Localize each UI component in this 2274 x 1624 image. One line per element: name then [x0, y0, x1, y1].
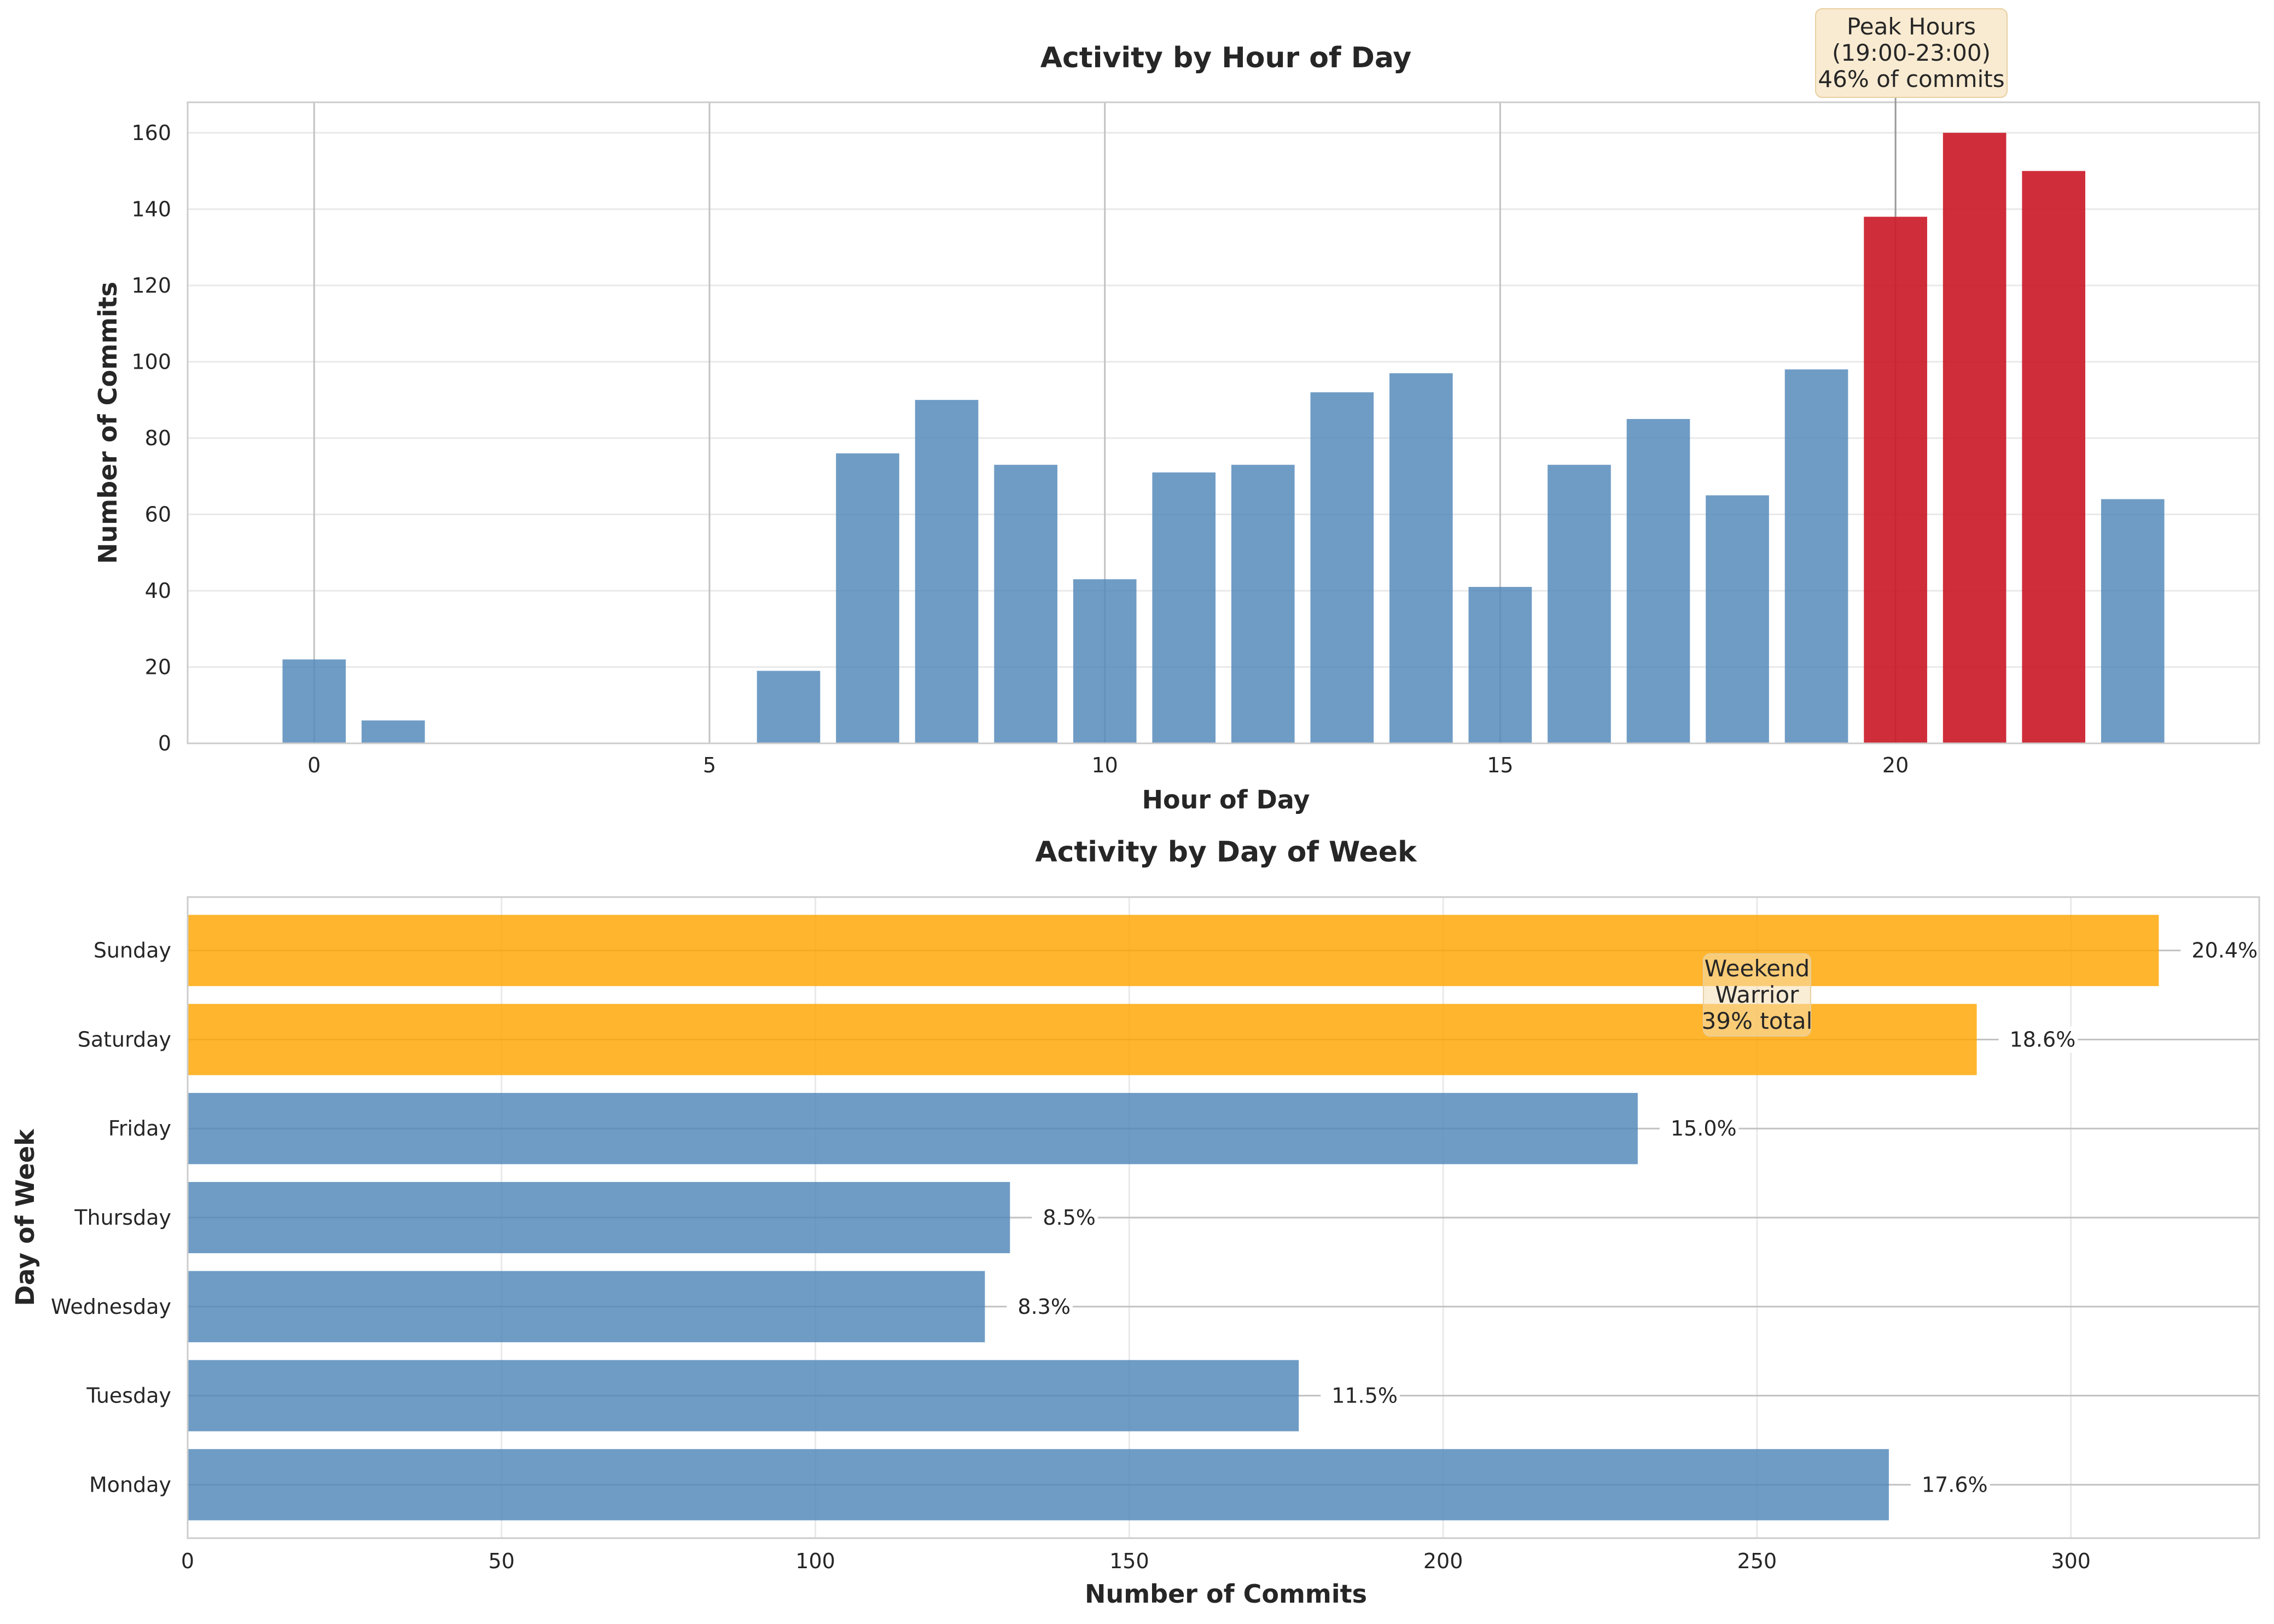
- hourly-x-tick-label: 15: [1487, 753, 1513, 777]
- weekday-y-tick-label: Sunday: [94, 939, 171, 963]
- weekday-percent-label-bg: [1321, 1382, 1400, 1409]
- peak-hours-text: (19:00-23:00): [1832, 39, 1991, 66]
- hourly-x-axis-label: Hour of Day: [1142, 785, 1310, 814]
- weekday-bar-sunday: [188, 915, 2159, 986]
- hourly-y-tick-label: 80: [145, 426, 171, 450]
- weekday-x-axis-label: Number of Commits: [1085, 1579, 1367, 1609]
- hourly-bar-6: [757, 671, 821, 743]
- hourly-bar-19: [1784, 369, 1848, 743]
- weekday-percent-label: 11.5%: [1331, 1384, 1398, 1408]
- hourly-y-tick-label: 140: [131, 197, 171, 221]
- weekday-bar-tuesday: [188, 1360, 1299, 1431]
- hourly-y-tick-label: 20: [145, 655, 171, 679]
- weekday-percent-label-bg: [1007, 1293, 1073, 1320]
- hourly-bar-13: [1310, 392, 1374, 743]
- weekend-warrior-text: Warrior: [1715, 981, 1799, 1008]
- weekday-bars: 17.6% 11.5% 8.3% 8.5% 15.0% 18.6% 20.4%: [188, 915, 2260, 1521]
- hourly-bar-10: [1073, 579, 1137, 743]
- hourly-y-tick-label: 160: [131, 121, 171, 145]
- hourly-plot-frame: [187, 101, 2260, 744]
- hourly-bar-8: [915, 400, 979, 743]
- weekday-percent-label: 18.6%: [2010, 1027, 2076, 1051]
- hourly-bar-20: [1864, 217, 1927, 743]
- hourly-bar-18: [1706, 495, 1769, 743]
- weekday-x-tick-label: 300: [2051, 1549, 2091, 1573]
- weekday-chart-title: Activity by Day of Week: [1035, 836, 1417, 869]
- weekday-percent-label: 8.3%: [1017, 1295, 1071, 1319]
- weekday-bar-thursday: [188, 1181, 1010, 1254]
- hourly-bar-17: [1626, 419, 1690, 743]
- hourly-bar-21: [1943, 132, 2007, 743]
- weekday-x-tick-label: 150: [1109, 1549, 1149, 1573]
- peak-hours-text: 46% of commits: [1818, 66, 2004, 92]
- weekday-x-tick-label: 250: [1737, 1549, 1777, 1573]
- weekend-warrior-text: 39% total: [1702, 1008, 1813, 1034]
- hourly-y-axis-label: Number of Commits: [93, 282, 123, 564]
- weekday-y-tick-label: Monday: [89, 1472, 171, 1497]
- weekday-y-tick-label: Thursday: [74, 1206, 171, 1230]
- weekday-percent-label-bg: [2180, 937, 2260, 964]
- weekday-y-axis-label: Day of Week: [10, 1128, 40, 1306]
- weekday-percent-label: 20.4%: [2191, 939, 2258, 963]
- hourly-bar-9: [994, 464, 1057, 743]
- hourly-chart-title: Activity by Hour of Day: [1040, 42, 1412, 74]
- hourly-tick-labels: 0 5 10 15 20 0 20 40 60 80 100 120 140 160: [131, 121, 1909, 777]
- weekday-x-tick-label: 100: [795, 1549, 835, 1573]
- peak-hours-text: Peak Hours: [1847, 13, 1976, 40]
- hourly-y-tick-label: 100: [131, 350, 171, 374]
- hourly-bar-23: [2101, 499, 2165, 743]
- hourly-x-tick-label: 20: [1882, 753, 1909, 777]
- weekend-warrior-text: Weekend: [1705, 955, 1810, 982]
- weekday-y-tick-label: Tuesday: [86, 1384, 171, 1408]
- hourly-chart: Activity by Hour of Day 0 5 10 15 20 0 20 40 60 8…: [93, 8, 2260, 814]
- weekday-plot-frame: [187, 896, 2260, 1539]
- hourly-bar-22: [2022, 171, 2086, 744]
- hourly-bar-16: [1548, 464, 1611, 743]
- weekday-x-tick-label: 200: [1423, 1549, 1463, 1573]
- hourly-bar-12: [1231, 464, 1295, 743]
- hourly-bar-7: [836, 453, 899, 743]
- hourly-bar-0: [282, 659, 346, 743]
- weekday-percent-label-bg: [1910, 1471, 1990, 1498]
- weekday-percent-label: 15.0%: [1671, 1116, 1737, 1140]
- hourly-x-tick-label: 5: [703, 753, 716, 777]
- weekday-percent-label-bg: [1659, 1115, 1739, 1142]
- weekday-x-tick-label: 0: [181, 1549, 194, 1573]
- hourly-y-tick-label: 120: [131, 273, 171, 298]
- weekday-percent-label-bg: [1032, 1204, 1098, 1231]
- weekend-warrior-box: [1702, 953, 1811, 1037]
- weekday-bar-saturday: [188, 1004, 1977, 1075]
- hourly-y-tick-label: 0: [158, 731, 171, 755]
- hourly-x-tick-label: 10: [1092, 753, 1118, 777]
- peak-hours-annotation: Peak Hours(19:00-23:00)46% of commits: [1815, 8, 2008, 217]
- weekday-chart: Activity by Day of Week 17.6% 11.5% 8.3% 8.…: [10, 836, 2260, 1609]
- hourly-x-tick-label: 0: [307, 753, 321, 777]
- weekday-tick-labels: 0 50 100 150 200 250 300 Monday Tuesday Wednesday…: [51, 939, 2091, 1573]
- hourly-bar-15: [1468, 586, 1532, 743]
- hourly-bar-1: [361, 720, 425, 743]
- weekday-y-tick-label: Wednesday: [51, 1295, 171, 1319]
- weekday-percent-label-bg: [1998, 1026, 2078, 1053]
- weekday-bar-friday: [188, 1093, 1638, 1165]
- hourly-y-tick-label: 60: [145, 502, 171, 526]
- hourly-bars: [282, 132, 2165, 744]
- weekday-bar-wednesday: [188, 1271, 985, 1342]
- weekday-percent-label: 8.5%: [1043, 1206, 1096, 1230]
- peak-hours-box: [1815, 8, 2008, 98]
- weekday-x-tick-label: 50: [488, 1549, 515, 1573]
- hourly-bar-14: [1389, 373, 1453, 743]
- weekday-percent-label: 17.6%: [1922, 1472, 1988, 1497]
- weekday-y-tick-label: Saturday: [78, 1027, 171, 1051]
- weekday-bar-monday: [188, 1449, 1889, 1521]
- hourly-y-tick-label: 40: [145, 579, 171, 603]
- weekday-y-tick-label: Friday: [108, 1116, 171, 1140]
- hourly-bar-11: [1152, 472, 1216, 743]
